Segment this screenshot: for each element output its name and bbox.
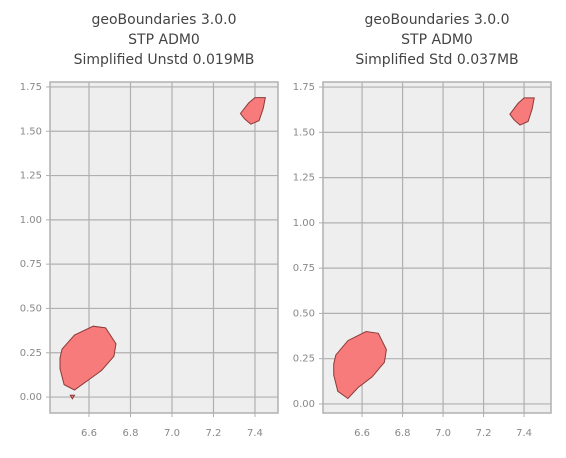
y-tick-label: 0.25 — [20, 348, 42, 359]
y-tick-label: 1.50 — [20, 126, 42, 137]
y-tick-label: 1.25 — [20, 171, 42, 182]
x-tick-label: 6.6 — [81, 428, 97, 439]
island — [69, 394, 76, 400]
y-tick-label: 1.50 — [293, 127, 315, 138]
island — [509, 97, 535, 126]
y-tick-label: 0.25 — [293, 354, 315, 365]
chart-title: geoBoundaries 3.0.0 — [364, 12, 509, 28]
x-tick-label: 7.2 — [206, 428, 222, 439]
y-tick-label: 0.50 — [293, 308, 315, 319]
y-tick-label: 1.75 — [20, 82, 42, 93]
y-tick-label: 0.00 — [293, 399, 315, 410]
island — [333, 330, 387, 400]
y-tick-label: 1.25 — [293, 173, 315, 184]
y-tick-label: 1.00 — [20, 215, 42, 226]
x-tick-label: 7.0 — [435, 428, 451, 439]
chart-title: STP ADM0 — [401, 32, 473, 48]
chart-title: Simplified Unstd 0.019MB — [74, 52, 255, 68]
x-tick-label: 7.2 — [476, 428, 492, 439]
x-tick-label: 6.8 — [395, 428, 411, 439]
x-tick-label: 6.8 — [123, 428, 139, 439]
y-tick-label: 1.75 — [293, 82, 315, 93]
chart-title: STP ADM0 — [128, 32, 200, 48]
island — [239, 97, 266, 125]
chart-title: Simplified Std 0.037MB — [355, 52, 518, 68]
island — [59, 325, 117, 391]
y-tick-label: 1.00 — [293, 218, 315, 229]
y-tick-label: 0.50 — [20, 303, 42, 314]
x-tick-label: 7.0 — [164, 428, 180, 439]
y-tick-label: 0.75 — [293, 263, 315, 274]
x-tick-label: 6.6 — [354, 428, 370, 439]
y-tick-label: 0.00 — [20, 392, 42, 403]
x-tick-label: 7.4 — [516, 428, 532, 439]
chart-title: geoBoundaries 3.0.0 — [91, 12, 236, 28]
x-tick-label: 7.4 — [247, 428, 263, 439]
y-tick-label: 0.75 — [20, 259, 42, 270]
